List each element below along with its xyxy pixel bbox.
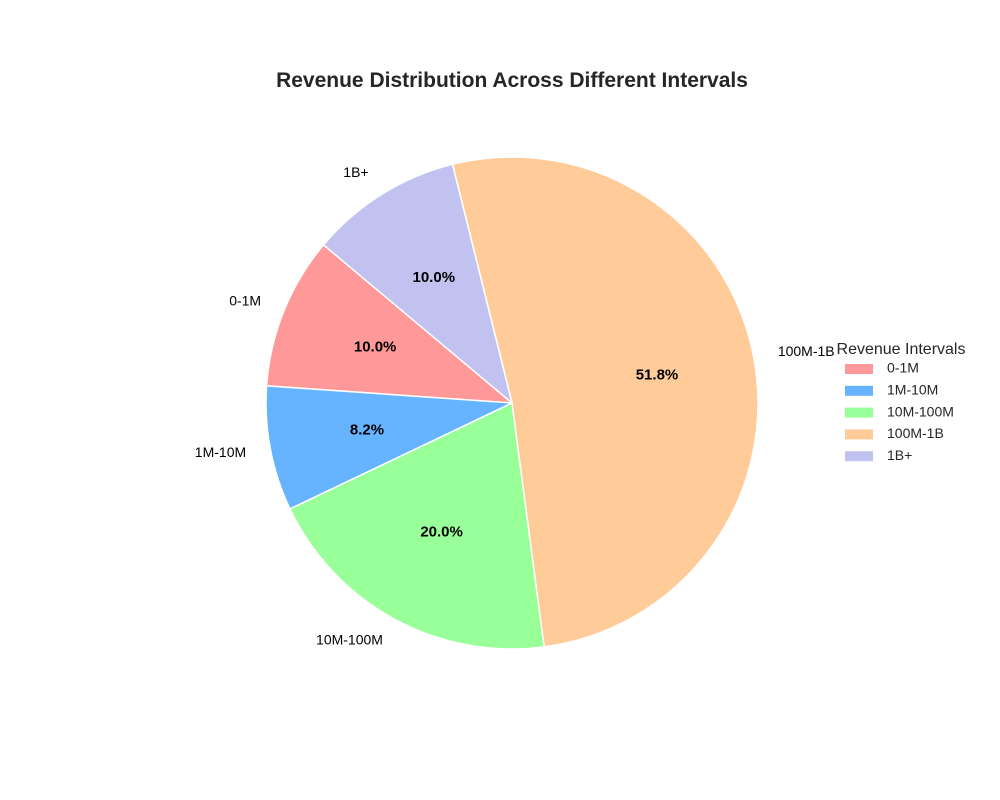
pie-slice-10m-100m	[289, 401, 546, 650]
slice-category-label: 10M-100M	[316, 632, 383, 648]
pie-slices	[265, 156, 759, 650]
legend-swatch	[845, 407, 873, 418]
slice-category-label: 1B+	[343, 164, 368, 180]
chart-title: Revenue Distribution Across Different In…	[276, 69, 748, 92]
legend-items: 0-1M 1M-10M 10M-100M 100M-1B 1B+	[845, 360, 954, 463]
category-labels: 0-1M 1M-10M 10M-100M 100M-1B 1B+	[195, 164, 835, 647]
slice-category-label: 1M-10M	[195, 444, 246, 460]
slice-percent-label: 20.0%	[420, 524, 463, 541]
slice-category-label: 100M-1B	[778, 343, 835, 359]
legend-label: 10M-100M	[887, 403, 954, 419]
legend-label: 0-1M	[887, 360, 919, 376]
pie-slice-1b-	[322, 163, 514, 406]
slice-percent-label: 10.0%	[354, 339, 397, 356]
percent-labels: 10.0% 8.2% 20.0% 51.8% 10.0%	[350, 269, 678, 541]
pie-slice-100m-1b	[451, 156, 759, 648]
legend-swatch	[845, 429, 873, 440]
legend-label: 1B+	[887, 447, 912, 463]
pie-slice-0-1m	[265, 243, 515, 404]
pie-slice-1m-10m	[265, 385, 515, 510]
legend-swatch	[845, 364, 873, 374]
legend-label: 1M-10M	[887, 382, 938, 398]
slice-percent-label: 10.0%	[413, 269, 456, 286]
legend-title: Revenue Intervals	[837, 341, 966, 358]
legend: Revenue Intervals 0-1M 1M-10M 10M-100M 100M…	[837, 341, 966, 463]
slice-percent-label: 8.2%	[350, 422, 384, 439]
legend-swatch	[845, 451, 873, 462]
slice-percent-label: 51.8%	[636, 366, 679, 383]
slice-category-label: 0-1M	[229, 292, 261, 308]
legend-label: 100M-1B	[887, 425, 944, 441]
legend-swatch	[845, 385, 873, 396]
